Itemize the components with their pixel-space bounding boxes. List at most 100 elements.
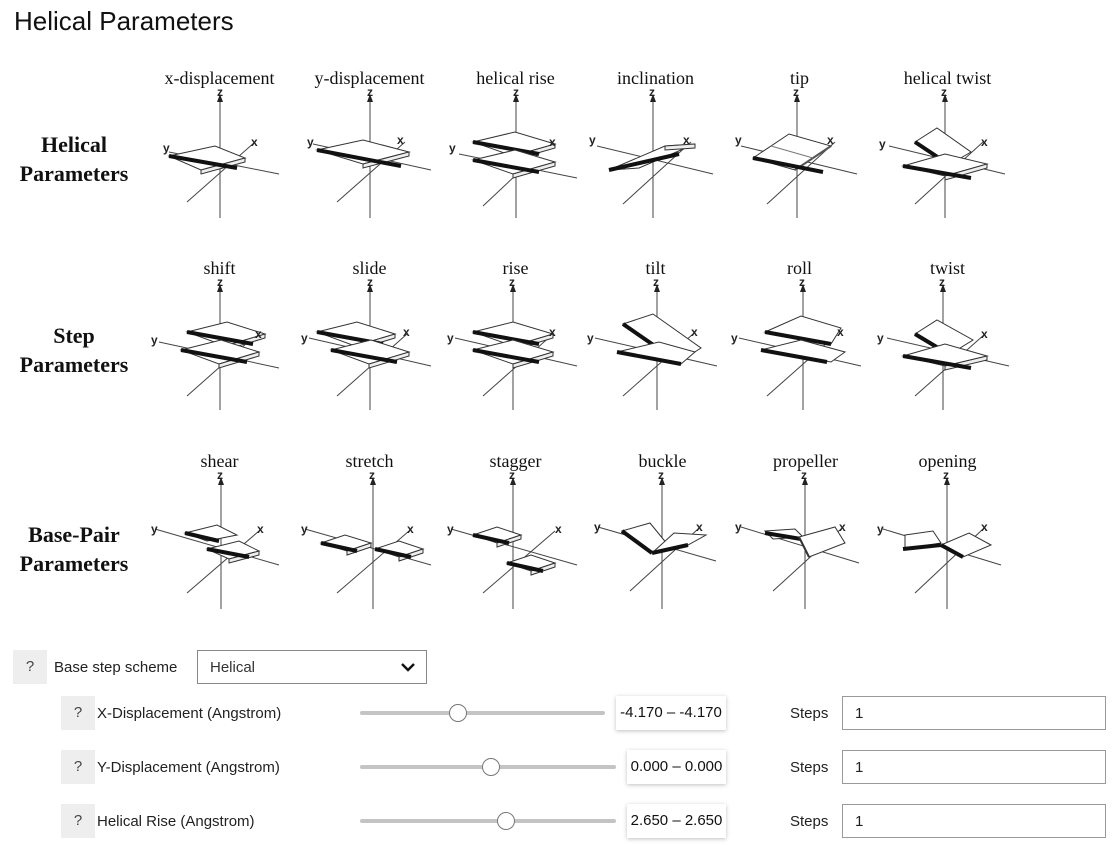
x-axis-label: x [981,520,988,534]
y-axis-label: y [301,331,308,345]
row-label-base-pair: Base-Pair Parameters [4,520,144,578]
diagram-stagger-drawing: y x z [447,469,578,609]
diagram-caption: stagger [489,451,542,471]
z-axis-label: z [653,276,659,289]
row-label-line: Helical [41,132,107,157]
scheme-help-button[interactable]: ? [13,650,47,684]
chevron-down-icon [400,659,416,679]
diagram-helical-twist: helical twist y x z [875,68,1020,248]
diagram-helical-twist-drawing: y x z [879,86,1006,218]
z-axis-label: z [939,276,945,289]
z-axis-label: z [217,276,223,289]
diagram-shift-drawing: y x z [151,276,280,410]
y-axis-label: y [877,331,884,345]
z-axis-label: z [367,86,373,99]
param-help-button[interactable]: ? [61,696,95,730]
diagram-opening-drawing: y x z [877,469,1002,609]
diagram-stagger: stagger y x z [443,451,588,631]
diagram-tip-drawing: y x z [735,86,858,218]
row-label-line: Step [53,323,95,348]
y-axis-label: y [735,133,742,147]
z-axis-label: z [367,276,373,289]
y-axis-label: y [301,522,308,536]
scheme-label: Base step scheme [54,659,178,676]
steps-label: Steps [790,705,829,722]
x-axis-label: x [251,135,258,149]
x-axis-label: x [555,522,562,536]
row-label-line: Parameters [19,352,129,377]
x-axis-label: x [691,325,698,339]
diagram-y-displacement-drawing: y x z [307,86,432,218]
param-slider[interactable] [360,711,605,715]
diagram-caption: twist [929,258,965,278]
x-axis-label: x [683,133,690,147]
param-slider-thumb[interactable] [496,812,515,830]
x-axis-label: x [837,325,844,339]
param-range-value: 0.000 – 0.000 [627,750,726,784]
row-label-line: Base-Pair [28,522,120,547]
y-axis-label: y [449,141,456,155]
diagram-shift: shift y x z [147,258,292,438]
diagram-tilt: tilt y x z [583,258,728,438]
z-axis-label: z [509,276,515,289]
param-slider[interactable] [360,819,616,823]
x-axis-label: x [839,520,846,534]
diagram-twist-drawing: y x z [877,276,1010,410]
scheme-select-value: Helical [210,659,256,676]
y-axis-label: y [163,141,170,155]
z-axis-label: z [943,469,949,482]
diagram-propeller-drawing: y x z [735,469,860,609]
diagram-helical-rise: helical rise y x z [443,68,588,248]
diagram-helical-rise-drawing: y x z [449,86,578,218]
diagram-inclination-drawing: y x z [589,86,714,218]
z-axis-label: z [649,86,655,99]
y-axis-label: y [151,522,158,536]
diagram-caption: shift [203,258,236,278]
param-range-value: 2.650 – 2.650 [627,804,726,838]
param-slider-thumb[interactable] [449,704,467,722]
z-axis-label: z [509,469,515,482]
y-axis-label: y [151,333,158,347]
diagram-caption: opening [918,451,977,471]
diagram-stretch-drawing: y x z [301,469,432,609]
diagram-caption: helical rise [476,68,555,88]
x-axis-label: x [549,325,556,339]
scheme-select[interactable]: Helical [197,650,427,684]
steps-input[interactable] [842,804,1106,838]
diagram-caption: stretch [345,451,394,471]
diagram-caption: buckle [638,451,687,471]
row-label-line: Parameters [19,161,129,186]
param-help-button[interactable]: ? [61,804,95,838]
z-axis-label: z [513,86,519,99]
param-label: Y-Displacement (Angstrom) [97,759,280,776]
diagram-caption: roll [787,258,812,278]
z-axis-label: z [217,86,223,99]
diagram-buckle-drawing: y x z [594,469,717,609]
steps-input[interactable] [842,696,1106,730]
diagram-caption: tip [789,68,809,88]
param-range-value: -4.170 – -4.170 [616,696,726,730]
steps-label: Steps [790,813,829,830]
diagram-caption: shear [200,451,239,471]
diagram-propeller: propeller y x z [733,451,878,631]
diagram-shear-drawing: y x z [151,469,280,609]
diagram-slide-drawing: y x z [301,276,432,410]
steps-input[interactable] [842,750,1106,784]
param-slider-thumb[interactable] [481,758,500,776]
diagram-caption: tilt [645,258,666,278]
z-axis-label: z [793,86,799,99]
diagram-opening: opening y x z [875,451,1020,631]
y-axis-label: y [447,331,454,345]
diagram-buckle: buckle y x z [590,451,735,631]
diagram-roll-drawing: y x z [731,276,862,410]
x-axis-label: x [407,522,414,536]
param-help-button[interactable]: ? [61,750,95,784]
y-axis-label: y [879,137,886,151]
diagram-caption: helical twist [903,68,992,88]
y-axis-label: y [589,133,596,147]
diagram-twist: twist y x z [875,258,1020,438]
steps-label: Steps [790,759,829,776]
x-axis-label: x [403,325,410,339]
diagram-rise-drawing: y x z [447,276,578,410]
diagram-roll: roll y x z [727,258,872,438]
